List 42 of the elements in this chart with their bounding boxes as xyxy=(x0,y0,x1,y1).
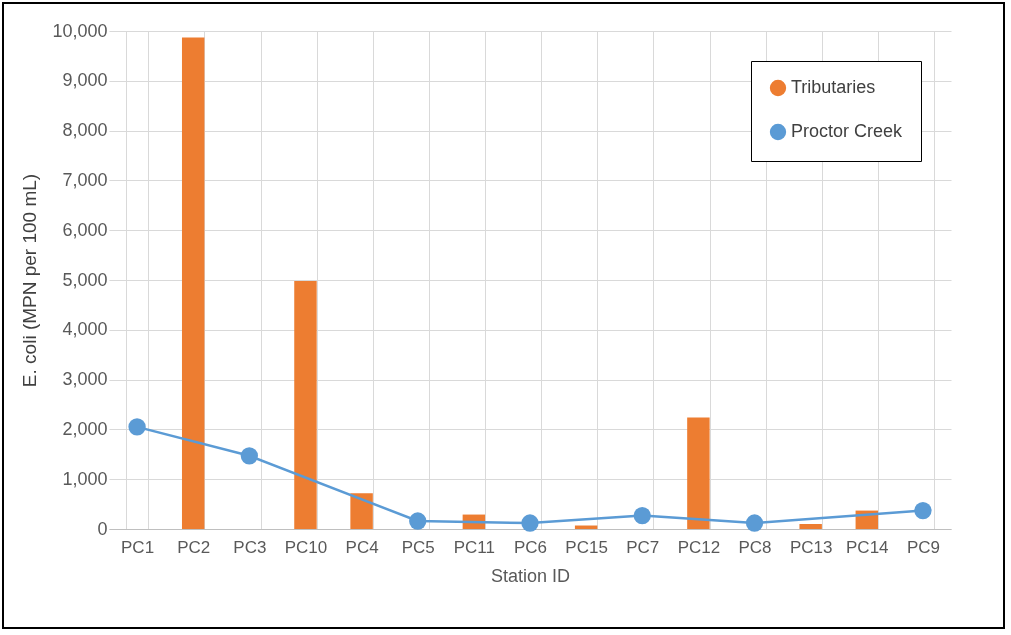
y-tick-label: 10,000 xyxy=(52,20,108,41)
legend-label: Proctor Creek xyxy=(791,121,904,141)
x-tick-label: PC14 xyxy=(846,537,889,557)
y-tick-label: 5,000 xyxy=(62,269,108,290)
x-tick-label: PC7 xyxy=(626,537,660,557)
point xyxy=(240,447,258,465)
x-tick-label: PC5 xyxy=(401,537,435,557)
y-tick-label: 2,000 xyxy=(62,418,108,439)
legend-label: Tributaries xyxy=(791,77,876,97)
y-tick-label: 8,000 xyxy=(62,120,108,141)
x-tick-label: PC11 xyxy=(453,537,495,557)
x-tick-label: PC3 xyxy=(233,537,267,557)
y-tick-label: 7,000 xyxy=(62,169,108,190)
y-tick-label: 9,000 xyxy=(62,70,108,91)
bar xyxy=(350,493,373,529)
y-axis-title: E. coli (MPN per 100 mL) xyxy=(19,173,41,388)
y-tick-label: 3,000 xyxy=(62,369,108,390)
x-tick-label: PC13 xyxy=(789,537,833,557)
x-tick-label: PC8 xyxy=(738,537,772,557)
point xyxy=(914,501,932,520)
point xyxy=(521,514,539,532)
y-tick-label: 0 xyxy=(97,518,108,539)
point xyxy=(128,418,146,436)
x-tick-label: PC15 xyxy=(565,537,608,557)
x-tick-label: PC1 xyxy=(121,537,155,557)
bar xyxy=(294,281,317,529)
x-tick-label: PC12 xyxy=(677,537,721,557)
x-tick-label: PC6 xyxy=(513,537,548,557)
x-axis-title: Station ID xyxy=(490,565,571,586)
y-tick-label: 1,000 xyxy=(62,468,108,489)
x-tick-label: PC9 xyxy=(906,537,940,557)
bar xyxy=(799,524,822,529)
bar xyxy=(181,37,205,529)
x-tick-label: PC2 xyxy=(177,537,211,557)
x-tick-label: PC10 xyxy=(284,537,328,557)
point xyxy=(745,514,764,532)
bar xyxy=(687,417,710,529)
y-tick-label: 4,000 xyxy=(62,319,108,340)
point xyxy=(409,512,427,530)
point xyxy=(633,506,651,525)
x-tick-label: PC4 xyxy=(345,537,379,557)
y-tick-label: 6,000 xyxy=(62,219,108,240)
